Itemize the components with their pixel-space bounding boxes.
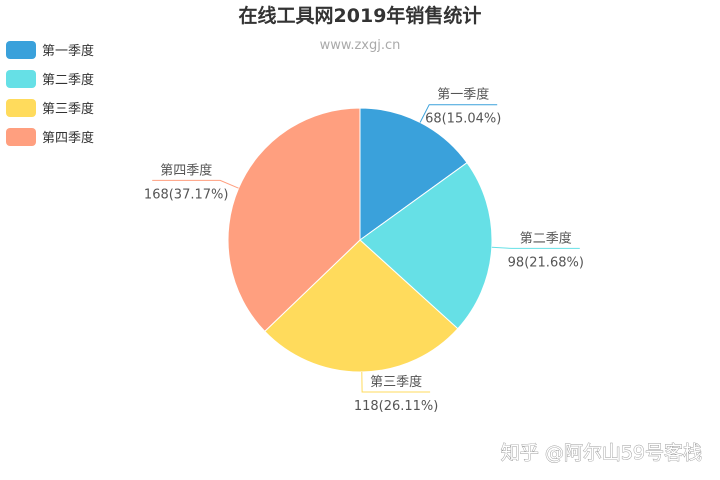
leader-line-3	[361, 371, 431, 393]
chart-title: 在线工具网2019年销售统计	[239, 4, 482, 27]
slice-label-value-1: 68(15.04%)	[425, 112, 501, 127]
slice-label-value-2: 98(21.68%)	[508, 255, 584, 270]
pie-slice-3[interactable]	[264, 239, 459, 373]
leader-line-2	[491, 246, 580, 249]
leader-line-1	[419, 104, 498, 123]
pie-slices	[227, 107, 493, 373]
slice-label-name-4: 第四季度	[160, 162, 212, 178]
legend-label-1: 第一季度	[42, 43, 94, 59]
slice-labels: 第一季度 68(15.04%) 第二季度 98(21.68%) 第三季度 118(26.1…	[144, 87, 584, 414]
slice-label-value-4: 168(37.17%)	[144, 187, 229, 202]
legend-label-3: 第三季度	[42, 101, 94, 117]
legend-item-2[interactable]: 第二季度	[6, 70, 94, 88]
legend-swatch-1	[6, 41, 36, 59]
legend-swatch-2	[6, 70, 36, 88]
pie-slice-4[interactable]	[227, 107, 361, 333]
legend-label-2: 第二季度	[42, 72, 94, 88]
legend-item-3[interactable]: 第三季度	[6, 99, 94, 117]
slice-label-name-3: 第三季度	[370, 374, 422, 390]
legend-item-1[interactable]: 第一季度	[6, 41, 94, 59]
legend-swatch-4	[6, 128, 36, 146]
legend-item-4[interactable]: 第四季度	[6, 128, 94, 146]
watermark: 知乎 @阿尔山59号客栈	[501, 442, 702, 464]
leader-line-4	[152, 179, 239, 189]
chart-subtitle: www.zxgj.cn	[320, 38, 401, 53]
slice-label-name-1: 第一季度	[437, 87, 489, 103]
legend-label-4: 第四季度	[42, 130, 94, 146]
pie-slice-2[interactable]	[359, 162, 493, 330]
legend-swatch-3	[6, 99, 36, 117]
slice-label-name-2: 第二季度	[520, 230, 572, 246]
slice-label-value-3: 118(26.11%)	[354, 399, 439, 414]
